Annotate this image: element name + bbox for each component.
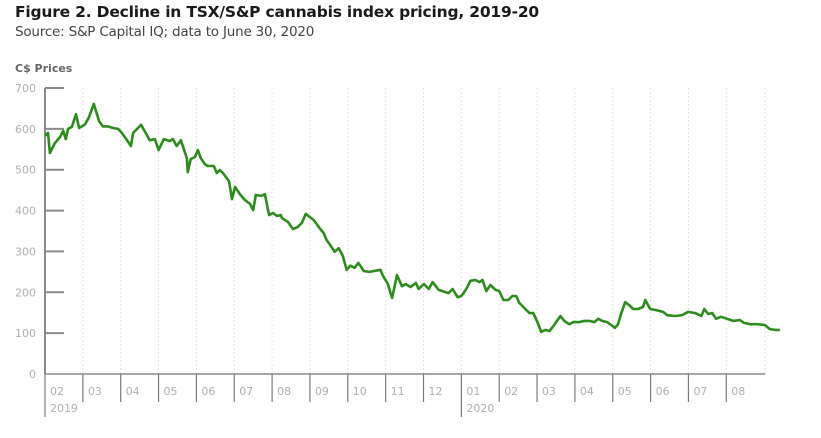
chart-subtitle: Source: S&P Capital IQ; data to June 30,… [15,24,315,40]
x-tick-label: 06 [201,385,215,398]
y-tick-label: 500 [15,164,36,177]
x-tick-label: 03 [88,385,102,398]
x-axis: 02 2019 03 04 05 06 07 08 09 10 11 12 01 2020 02 03 04 05… [44,373,766,417]
x-tick-label: 04 [126,385,140,398]
y-tick-label: 400 [15,205,36,218]
x-tick-label: 07 [239,385,253,398]
series-line [44,102,781,334]
grid [82,88,766,374]
x-tick-label: 08 [277,385,291,398]
x-tick-label: 06 [656,385,670,398]
y-tick-label: 200 [15,286,36,299]
series [44,102,781,334]
y-tick-label: 100 [15,327,36,340]
x-tick-label: 07 [693,385,707,398]
y-tick-label: 0 [29,368,36,381]
x-year-label: 2020 [466,402,494,415]
chart-title: Figure 2. Decline in TSX/S&P cannabis in… [15,3,539,21]
x-tick-label: 02 [504,385,518,398]
y-tick-label: 600 [15,123,36,136]
x-tick-label: 04 [580,385,594,398]
x-tick-label: 09 [315,385,329,398]
x-tick-label: 10 [353,385,367,398]
x-tick-label: 08 [731,385,745,398]
y-axis-label: C$ Prices [15,62,73,75]
x-year-label: 2019 [50,402,78,415]
x-tick-label: 12 [429,385,443,398]
x-tick-label: 11 [391,385,405,398]
y-tick-label: 700 [15,82,36,95]
x-tick-label: 05 [164,385,178,398]
y-tick-label: 300 [15,245,36,258]
x-tick-label: 01 [466,385,480,398]
x-tick-label: 03 [542,385,556,398]
x-tick-label: 05 [618,385,632,398]
y-axis: 0 100 200 300 400 500 600 700 [15,82,64,381]
x-tick-label: 02 [50,385,64,398]
